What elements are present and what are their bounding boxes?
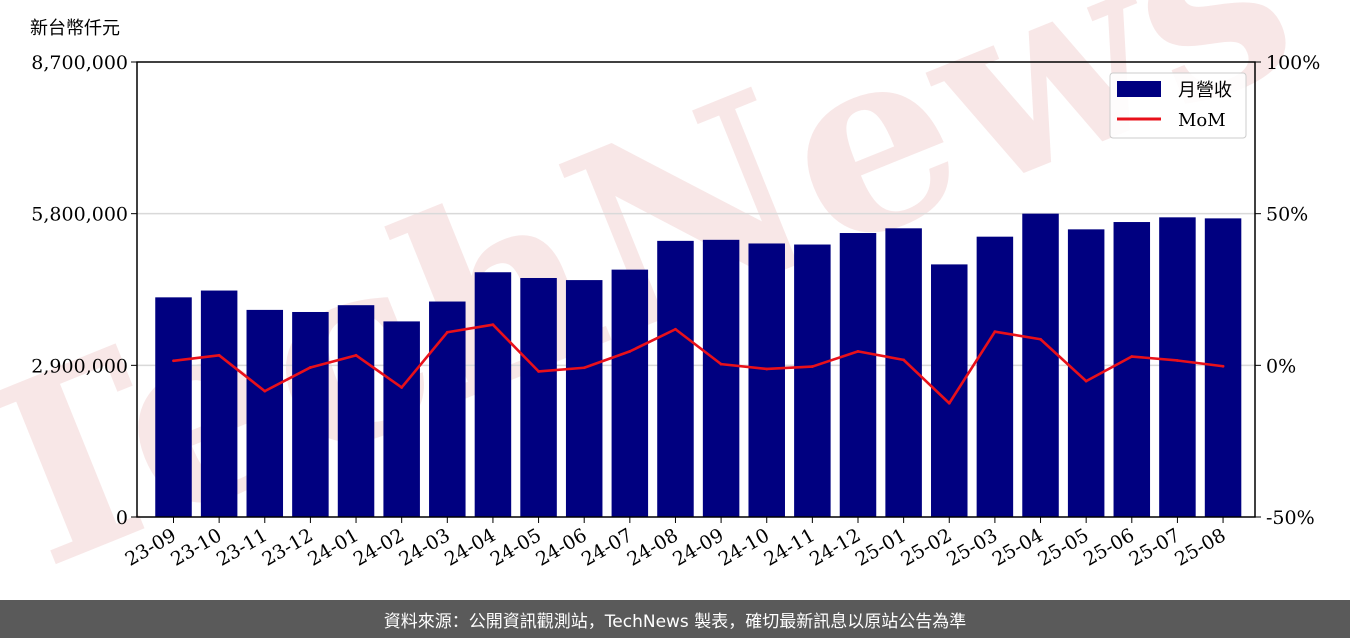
right-axis-tick-label: 100% [1266, 52, 1320, 74]
mom-point [628, 349, 632, 353]
mom-point [993, 330, 997, 334]
revenue-bar [1113, 222, 1151, 517]
x-axis-tick-label: 25-07 [1125, 524, 1183, 570]
revenue-bar [429, 301, 466, 517]
mom-point [537, 370, 540, 373]
legend-label-line: MoM [1178, 110, 1226, 131]
revenue-bar [474, 272, 512, 517]
x-axis-tick-label: 24-01 [304, 524, 362, 570]
x-axis-tick-label: 25-06 [1080, 524, 1138, 570]
mom-point [1039, 337, 1042, 341]
revenue-bar [748, 243, 785, 518]
revenue-bar [337, 305, 375, 517]
mom-point [1221, 364, 1225, 368]
revenue-bar [200, 290, 238, 517]
x-axis-tick-label: 24-11 [760, 524, 818, 570]
legend-label-bar: 月營收 [1178, 80, 1232, 101]
mom-point [674, 327, 677, 331]
revenue-bar [1022, 213, 1059, 517]
mom-point [217, 353, 221, 357]
mom-line [173, 323, 1224, 405]
left-axis-tick-label: 2,900,000 [31, 355, 128, 377]
right-axis-tick-label: 50% [1266, 204, 1308, 226]
revenue-bar [794, 244, 831, 517]
mom-point [491, 323, 495, 327]
left-axis-tick-label: 8,700,000 [31, 52, 128, 74]
legend-swatch-bar [1117, 81, 1161, 97]
right-axis-tick-label: 0% [1266, 355, 1296, 377]
source-footer: 資料來源：公開資訊觀測站，TechNews 製表，確切最新訊息以原站公告為準 [0, 600, 1350, 638]
unit-label: 新台幣仟元 [30, 18, 120, 39]
mom-point [902, 358, 906, 362]
revenue-bar [657, 240, 694, 518]
revenue-chart: TechNews 0-50%2,900,0000%5,800,00050%8,7… [0, 0, 1328, 600]
mom-point [400, 386, 404, 389]
mom-point [947, 401, 951, 405]
mom-point [765, 367, 769, 371]
revenue-bar [1159, 217, 1196, 518]
revenue-bar [246, 309, 284, 517]
plot-frame [136, 61, 1256, 518]
x-axis-tick-label: 24-10 [715, 524, 773, 570]
revenue-bar [702, 239, 740, 517]
mom-point [1084, 379, 1088, 383]
revenue-bar [155, 297, 192, 517]
x-axis-tick-label: 24-04 [441, 524, 499, 570]
x-axis-tick-label: 25-04 [989, 524, 1047, 570]
x-axis-tick-label: 24-12 [806, 524, 864, 570]
x-axis-tick-label: 24-07 [578, 524, 636, 570]
revenue-bar [383, 321, 420, 517]
x-axis-tick-label: 24-08 [624, 524, 682, 570]
x-axis-tick-label: 25-02 [897, 524, 955, 570]
revenue-bar [611, 269, 649, 517]
revenue-bar [292, 311, 329, 517]
x-axis-tick-label: 25-05 [1034, 524, 1092, 570]
legend: 月營收 MoM [1109, 72, 1247, 139]
x-axis-tick-label: 25-03 [943, 524, 1001, 570]
x-axis-tick-label: 24-02 [350, 524, 408, 570]
x-axis-tick-label: 24-09 [669, 524, 727, 570]
mom-point [1176, 359, 1179, 362]
mom-point [172, 359, 175, 363]
left-axis-tick-label: 5,800,000 [31, 204, 128, 226]
mom-point [309, 366, 312, 369]
source-text: 資料來源：公開資訊觀測站，TechNews 製表，確切最新訊息以原站公告為準 [383, 611, 967, 632]
mom-point [856, 349, 860, 353]
revenue-bar [520, 277, 557, 517]
mom-point [263, 389, 267, 393]
mom-point [445, 330, 449, 334]
mom-point [1130, 355, 1134, 358]
x-axis-tick-label: 25-01 [852, 524, 910, 570]
mom-point [354, 353, 358, 357]
x-axis-tick-label: 24-06 [532, 524, 590, 570]
revenue-bar [839, 233, 877, 517]
x-axis-tick-label: 25-08 [1171, 524, 1229, 570]
x-axis-tick-label: 24-03 [395, 524, 453, 570]
revenue-bar [976, 236, 1014, 517]
mom-point [810, 365, 814, 368]
revenue-bar [1204, 218, 1242, 517]
x-axis-tick-label: 24-05 [487, 524, 545, 570]
mom-point [582, 366, 586, 370]
left-axis-tick-label: 0 [116, 507, 128, 529]
mom-point [719, 362, 723, 366]
revenue-bar [565, 280, 603, 517]
right-axis-tick-label: -50% [1266, 507, 1315, 529]
